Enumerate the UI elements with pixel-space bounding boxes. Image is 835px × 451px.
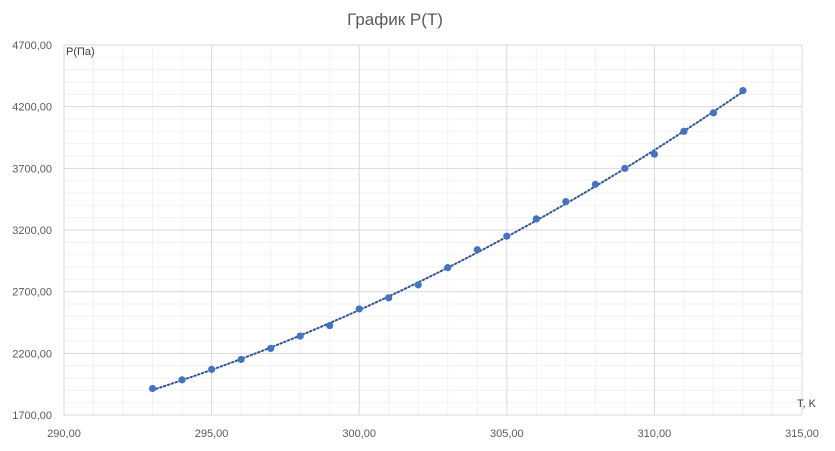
data-point	[414, 281, 422, 289]
y-tick-label: 2200,00	[12, 348, 52, 360]
data-point	[237, 355, 245, 364]
data-point	[532, 215, 540, 223]
y-tick-label: 3700,00	[12, 163, 52, 175]
data-point	[591, 180, 599, 188]
y-axis-label: P(Па)	[66, 46, 95, 58]
data-points	[148, 87, 747, 393]
major-gridlines	[63, 44, 803, 416]
data-point	[148, 384, 157, 393]
x-tick-label: 310,00	[638, 428, 672, 440]
data-point	[385, 294, 393, 302]
data-point	[267, 344, 275, 352]
x-tick-label: 290,00	[47, 428, 81, 440]
y-tick-label: 2700,00	[12, 287, 52, 299]
chart-title: График P(T)	[347, 10, 443, 29]
data-point	[680, 127, 688, 135]
data-point	[444, 264, 452, 272]
data-point	[208, 365, 216, 373]
data-point	[178, 376, 186, 384]
data-point	[739, 87, 747, 95]
x-tick-label: 300,00	[342, 428, 376, 440]
y-tick-label: 3200,00	[12, 225, 52, 237]
data-point	[326, 321, 334, 330]
x-tick-label: 305,00	[490, 428, 524, 440]
data-point	[296, 332, 304, 340]
data-point	[473, 246, 481, 254]
data-point	[355, 305, 363, 313]
x-axis-label: T, K	[797, 398, 817, 410]
data-point	[650, 150, 659, 158]
y-tick-label: 4200,00	[12, 102, 52, 114]
y-tick-label: 1700,00	[12, 410, 52, 422]
x-tick-label: 295,00	[195, 428, 229, 440]
tick-labels: 290,00 295,00 300,00 305,00 310,00 315,00 1700…	[12, 40, 819, 440]
data-point	[562, 198, 570, 206]
data-point	[503, 232, 511, 240]
x-tick-label: 315,00	[785, 428, 819, 440]
data-point	[621, 164, 629, 172]
data-point	[709, 109, 718, 117]
y-tick-label: 4700,00	[12, 40, 52, 52]
